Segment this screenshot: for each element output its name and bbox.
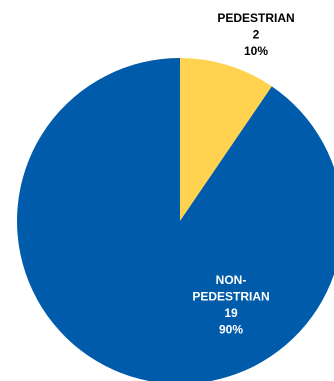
pie-slice-1 [17,58,334,381]
pie-slice-label-0: PEDESTRIAN 2 10% [217,11,294,58]
pie-labels: PEDESTRIAN 2 10% NON-PEDESTRIAN 19 90% [192,11,294,337]
pie-slices [17,57,334,381]
pie-slice-0 [180,57,272,221]
pie-slice-label-1: NON-PEDESTRIAN 19 90% [192,273,269,337]
